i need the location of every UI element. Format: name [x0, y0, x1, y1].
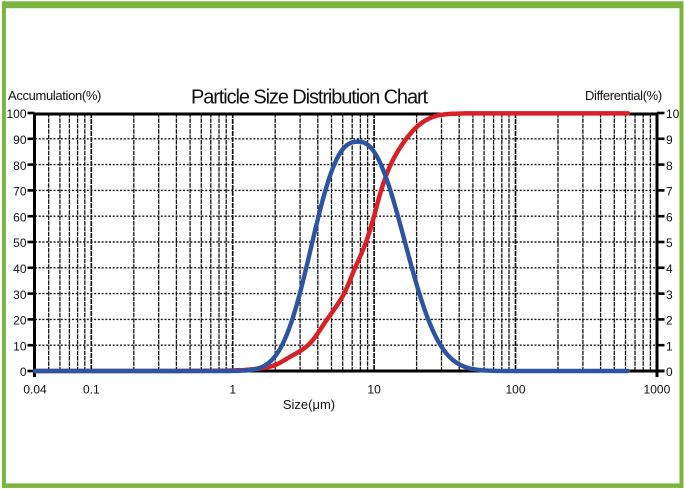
- svg-text:6: 6: [666, 210, 673, 224]
- svg-text:2: 2: [666, 314, 673, 328]
- svg-text:60: 60: [13, 210, 27, 224]
- svg-text:80: 80: [13, 159, 27, 173]
- svg-text:Size(μm): Size(μm): [283, 397, 335, 412]
- svg-text:0: 0: [20, 365, 27, 379]
- svg-text:Particle Size Distribution Cha: Particle Size Distribution Chart: [191, 86, 429, 108]
- svg-text:100: 100: [6, 107, 26, 121]
- svg-text:Differential(%): Differential(%): [585, 88, 662, 103]
- svg-text:Accumulation(%): Accumulation(%): [8, 88, 101, 103]
- svg-text:4: 4: [666, 262, 673, 276]
- svg-text:20: 20: [13, 314, 27, 328]
- svg-text:10: 10: [666, 107, 680, 121]
- svg-text:40: 40: [13, 262, 27, 276]
- svg-text:9: 9: [666, 133, 673, 147]
- svg-text:50: 50: [13, 236, 27, 250]
- svg-text:3: 3: [666, 288, 673, 302]
- svg-text:1: 1: [229, 382, 236, 396]
- svg-text:10: 10: [13, 339, 27, 353]
- svg-text:1: 1: [666, 339, 673, 353]
- svg-text:1000: 1000: [644, 382, 671, 396]
- svg-text:0.1: 0.1: [83, 382, 100, 396]
- svg-text:100: 100: [505, 382, 525, 396]
- svg-text:10: 10: [367, 382, 381, 396]
- svg-text:5: 5: [666, 236, 673, 250]
- svg-text:70: 70: [13, 185, 27, 199]
- svg-text:7: 7: [666, 185, 673, 199]
- svg-text:90: 90: [13, 133, 27, 147]
- svg-text:8: 8: [666, 159, 673, 173]
- svg-text:0.04: 0.04: [23, 382, 47, 396]
- svg-text:30: 30: [13, 288, 27, 302]
- svg-text:0: 0: [666, 365, 673, 379]
